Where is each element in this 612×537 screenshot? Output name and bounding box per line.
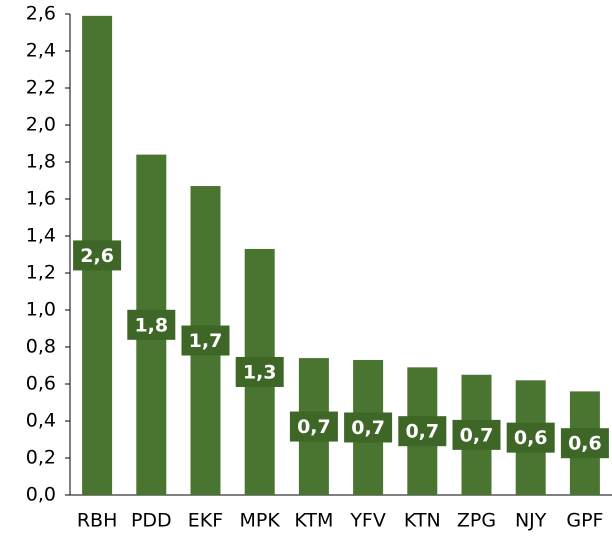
value-label: 0,7	[460, 424, 494, 446]
y-tick-label: 2,4	[26, 40, 56, 62]
value-label-box	[560, 428, 609, 459]
value-label: 0,7	[405, 421, 439, 443]
value-label-box	[127, 309, 176, 340]
y-tick-label: 1,8	[26, 151, 56, 173]
value-label-box	[344, 412, 393, 443]
value-label: 0,7	[297, 416, 331, 438]
x-tick-label: KTN	[404, 510, 441, 532]
y-tick-label: 0,2	[26, 447, 56, 469]
value-label: 0,6	[514, 427, 548, 449]
value-label: 0,7	[351, 417, 385, 439]
value-label-box	[181, 325, 230, 356]
value-label: 2,6	[80, 245, 114, 267]
x-tick-label: MPK	[240, 510, 281, 532]
x-tick-label: YFV	[349, 510, 386, 532]
y-tick-label: 1,6	[26, 188, 56, 210]
y-tick-label: 0,4	[26, 410, 56, 432]
value-label: 1,8	[134, 314, 168, 336]
value-label-box	[398, 416, 447, 447]
x-tick-label: PDD	[131, 510, 172, 532]
y-tick-label: 2,6	[26, 3, 56, 25]
value-label-box	[506, 422, 555, 453]
y-tick-label: 2,0	[26, 114, 56, 136]
value-label-box	[235, 356, 284, 387]
y-tick-label: 0,8	[26, 336, 56, 358]
y-tick-label: 0,6	[26, 373, 56, 395]
y-tick-label: 1,0	[26, 299, 56, 321]
y-tick-label: 2,2	[26, 77, 56, 99]
value-label: 1,3	[243, 361, 277, 383]
value-label-box	[289, 411, 338, 442]
x-tick-label: GPF	[566, 510, 603, 532]
x-tick-label: RBH	[77, 510, 118, 532]
y-tick-label: 0,0	[26, 484, 56, 506]
value-label-box	[452, 419, 501, 450]
y-tick-label: 1,4	[26, 225, 56, 247]
y-tick-label: 1,2	[26, 262, 56, 284]
value-label-box	[73, 240, 122, 271]
value-label: 0,6	[568, 433, 602, 455]
x-tick-label: KTM	[294, 510, 333, 532]
x-tick-label: NJY	[515, 510, 547, 532]
x-tick-label: EKF	[188, 510, 223, 532]
value-label: 1,7	[189, 330, 223, 352]
x-tick-label: ZPG	[457, 510, 496, 532]
